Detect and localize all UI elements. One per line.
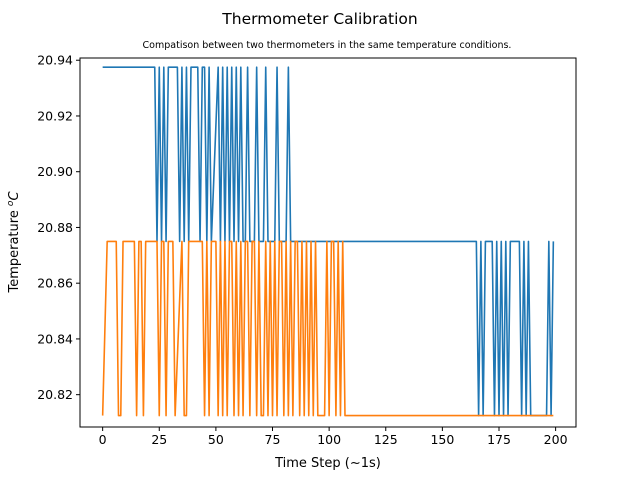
y-tick-label: 20.92 [37,108,73,123]
x-axis-label: Time Step (~1s) [274,456,381,471]
chart-subtitle: Compatison between two thermometers in t… [143,40,512,51]
series-layer [101,66,555,417]
x-tick-label: 125 [374,432,398,447]
x-tick-label: 50 [208,432,224,447]
x-tick-label: 0 [99,432,107,447]
y-tick-label: 20.86 [37,276,73,291]
series-line-2 [101,240,554,417]
x-axis: 0 25 50 75 100 125 150 175 200 [99,427,568,447]
y-tick-label: 20.90 [37,164,73,179]
x-tick-label: 100 [317,432,341,447]
plot-frame [79,57,577,428]
x-tick-label: 25 [151,432,167,447]
x-tick-label: 75 [265,432,281,447]
chart-title: Thermometer Calibration [221,10,417,28]
y-tick-label: 20.88 [37,220,73,235]
x-tick-label: 150 [430,432,454,447]
y-axis-label-superscript: o [6,200,16,206]
y-axis-label-main: Temperature [7,206,22,293]
y-tick-label: 20.94 [37,53,73,68]
y-axis-label-unit: C [7,191,22,201]
y-axis: 20.82 20.84 20.86 20.88 20.90 20.92 20.94 [37,53,80,402]
x-tick-label: 200 [544,432,568,447]
x-tick-label: 175 [487,432,511,447]
y-axis-label: Temperature oC [6,191,22,294]
plot-area: 0 25 50 75 100 125 150 175 200 20.8220.8420.8620… [37,53,577,447]
y-tick-label: 20.82 [37,387,73,402]
y-tick-label: 20.84 [37,331,73,346]
